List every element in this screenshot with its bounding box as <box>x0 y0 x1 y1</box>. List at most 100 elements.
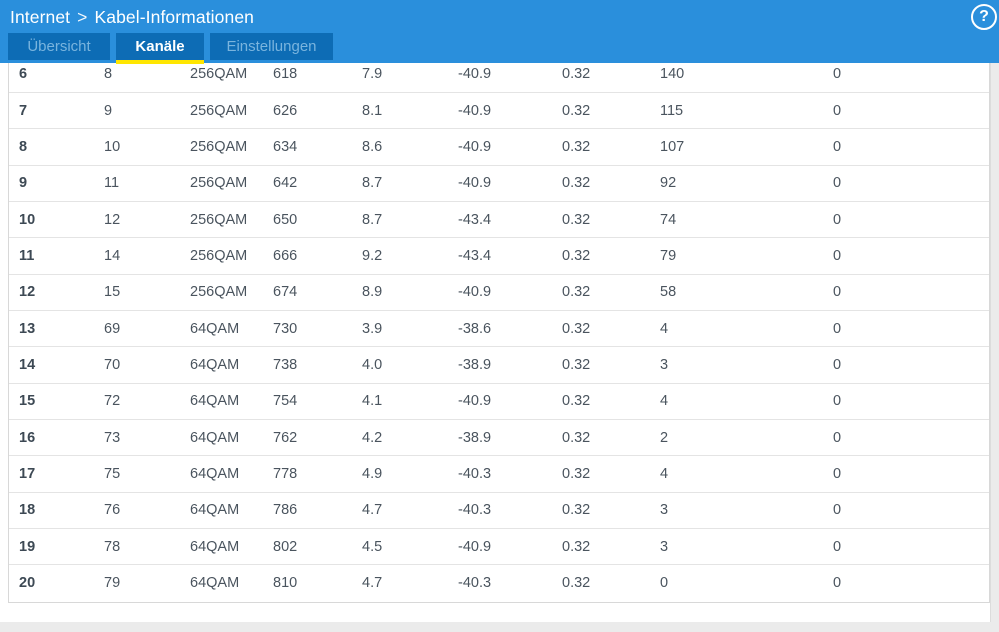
table-cell: 674 <box>273 274 362 311</box>
table-cell: 0.32 <box>562 310 660 348</box>
table-cell: 140 <box>660 63 833 93</box>
table-cell: 8.1 <box>362 92 458 130</box>
table-cell: -40.9 <box>458 92 562 130</box>
table-row: 12 15 256QAM 674 8.9 -40.9 0.32 58 0 <box>9 274 989 311</box>
table-cell: 618 <box>273 63 362 93</box>
tab-kanaele[interactable]: Kanäle <box>116 33 204 64</box>
horizontal-scrollbar-track[interactable] <box>0 622 999 632</box>
row-index-cell: 14 <box>9 346 104 384</box>
vertical-scrollbar-track[interactable] <box>990 63 999 632</box>
table-cell: 0.32 <box>562 346 660 384</box>
table-cell: 0 <box>833 346 989 384</box>
table-cell: -38.9 <box>458 346 562 384</box>
table-cell: -38.6 <box>458 310 562 348</box>
table-cell: 7.9 <box>362 63 458 93</box>
table-cell: -40.9 <box>458 528 562 566</box>
row-index-cell: 19 <box>9 528 104 566</box>
row-index-cell: 13 <box>9 310 104 348</box>
table-cell: 4.9 <box>362 455 458 493</box>
table-cell: 0 <box>833 383 989 420</box>
table-cell: 78 <box>104 528 190 566</box>
table-cell: 115 <box>660 92 833 130</box>
row-index-cell: 6 <box>9 63 104 93</box>
table-cell: 4.1 <box>362 383 458 420</box>
table-cell: 8.7 <box>362 165 458 202</box>
table-cell: 0.32 <box>562 383 660 420</box>
table-row: 6 8 256QAM 618 7.9 -40.9 0.32 140 0 <box>9 63 989 93</box>
row-index-cell: 12 <box>9 274 104 311</box>
breadcrumb-separator-icon: > <box>77 7 88 27</box>
table-cell: 256QAM <box>190 128 273 166</box>
table-cell: 70 <box>104 346 190 384</box>
tab-einstellungen[interactable]: Einstellungen <box>210 33 333 60</box>
table-cell: 8 <box>104 63 190 93</box>
table-cell: 256QAM <box>190 274 273 311</box>
table-cell: 58 <box>660 274 833 311</box>
table-cell: -38.9 <box>458 419 562 457</box>
table-cell: 8.9 <box>362 274 458 311</box>
table-cell: 0.32 <box>562 237 660 275</box>
table-cell: 0 <box>833 310 989 348</box>
table-cell: 3 <box>660 492 833 529</box>
channel-table-container: 6 8 256QAM 618 7.9 -40.9 0.32 140 0 7 9 256QAM 626 8.… <box>8 63 990 603</box>
table-cell: 642 <box>273 165 362 202</box>
table-cell: 8.7 <box>362 201 458 239</box>
table-cell: 0 <box>833 419 989 457</box>
table-cell: 4.0 <box>362 346 458 384</box>
table-cell: -40.9 <box>458 383 562 420</box>
table-row: 11 14 256QAM 666 9.2 -43.4 0.32 79 0 <box>9 237 989 275</box>
table-cell: 256QAM <box>190 201 273 239</box>
table-cell: 0 <box>833 165 989 202</box>
table-cell: 75 <box>104 455 190 493</box>
table-cell: 0.32 <box>562 92 660 130</box>
table-cell: 8.6 <box>362 128 458 166</box>
help-icon[interactable]: ? <box>971 4 997 30</box>
table-cell: 64QAM <box>190 419 273 457</box>
table-cell: 64QAM <box>190 310 273 348</box>
row-index-cell: 15 <box>9 383 104 420</box>
table-cell: 3 <box>660 528 833 566</box>
tab-uebersicht[interactable]: Übersicht <box>8 33 110 60</box>
tab-bar: Übersicht Kanäle Einstellungen <box>8 33 333 64</box>
table-cell: 730 <box>273 310 362 348</box>
table-cell: 4.7 <box>362 575 383 592</box>
table-row: 15 72 64QAM 754 4.1 -40.9 0.32 4 0 <box>9 383 989 420</box>
table-cell: 14 <box>104 237 190 275</box>
table-cell: 92 <box>660 165 833 202</box>
table-row: 7 9 256QAM 626 8.1 -40.9 0.32 115 0 <box>9 92 989 130</box>
table-cell: 4 <box>660 383 833 420</box>
breadcrumb: Internet > Kabel-Informationen <box>10 4 254 30</box>
table-cell: 0 <box>833 528 989 566</box>
table-cell: 10 <box>104 128 190 166</box>
table-cell: 0 <box>833 92 989 130</box>
channel-table: 6 8 256QAM 618 7.9 -40.9 0.32 140 0 7 9 256QAM 626 8.… <box>9 63 989 601</box>
table-cell: 0 <box>833 237 989 275</box>
table-cell: -43.4 <box>458 237 562 275</box>
table-cell: 0 <box>833 575 842 592</box>
table-cell: 64QAM <box>190 492 273 529</box>
row-index-cell: 7 <box>9 92 104 130</box>
table-cell: 69 <box>104 310 190 348</box>
row-index-cell: 20 <box>19 575 36 592</box>
table-row: 18 76 64QAM 786 4.7 -40.3 0.32 3 0 <box>9 492 989 529</box>
table-cell: 0.32 <box>562 492 660 529</box>
table-cell: 107 <box>660 128 833 166</box>
breadcrumb-section[interactable]: Internet <box>10 7 71 27</box>
table-cell: 0.32 <box>562 63 660 93</box>
table-row: 19 78 64QAM 802 4.5 -40.9 0.32 3 0 <box>9 528 989 566</box>
row-index-cell: 10 <box>9 201 104 239</box>
table-cell: 64QAM <box>190 346 273 384</box>
table-cell: -40.3 <box>458 575 492 592</box>
table-cell: 634 <box>273 128 362 166</box>
table-cell: -40.3 <box>458 492 562 529</box>
tab-kanaele-label: Kanäle <box>135 38 185 55</box>
table-cell: 64QAM <box>190 383 273 420</box>
table-cell: 256QAM <box>190 92 273 130</box>
row-index-cell: 8 <box>9 128 104 166</box>
table-cell: 0 <box>833 128 989 166</box>
table-cell: 786 <box>273 492 362 529</box>
table-cell: 0.32 <box>562 128 660 166</box>
table-cell: 0 <box>833 455 989 493</box>
table-cell: -40.9 <box>458 274 562 311</box>
table-cell: 64QAM <box>190 575 240 592</box>
